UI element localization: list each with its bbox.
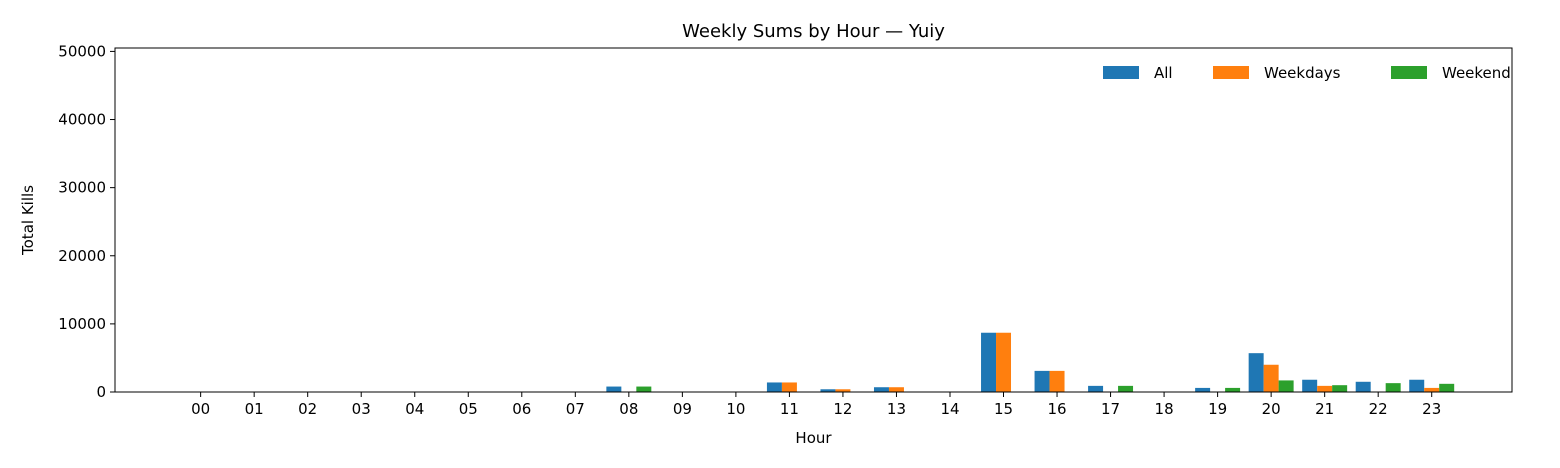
x-tick-label: 19	[1208, 400, 1227, 418]
x-tick-label: 12	[833, 400, 852, 418]
bar-all-11	[766, 382, 782, 392]
bar-all-22	[1355, 381, 1371, 392]
bar-weekend-21	[1332, 385, 1348, 392]
x-tick-label: 08	[619, 400, 638, 418]
x-tick-label: 15	[994, 400, 1013, 418]
bar-weekdays-16	[1049, 370, 1065, 392]
bar-all-17	[1088, 385, 1104, 392]
legend-swatch-weekdays	[1213, 66, 1249, 79]
bar-all-20	[1248, 353, 1264, 392]
y-tick-label: 30000	[58, 179, 106, 197]
bar-weekend-19	[1225, 387, 1241, 392]
x-tick-label: 14	[940, 400, 959, 418]
x-tick-label: 03	[352, 400, 371, 418]
x-tick-label: 20	[1262, 400, 1281, 418]
x-tick-label: 10	[726, 400, 745, 418]
bar-all-16	[1034, 370, 1050, 392]
bar-all-15	[981, 332, 997, 392]
bar-all-23	[1409, 379, 1425, 392]
y-tick-label: 50000	[58, 42, 106, 60]
bar-weekdays-21	[1317, 385, 1333, 392]
x-tick-label: 04	[405, 400, 424, 418]
x-tick-label: 09	[673, 400, 692, 418]
bar-weekdays-12	[835, 389, 851, 392]
x-tick-label: 07	[566, 400, 585, 418]
x-tick-label: 13	[887, 400, 906, 418]
x-tick-label: 01	[245, 400, 264, 418]
x-tick-label: 18	[1155, 400, 1174, 418]
x-tick-label: 02	[298, 400, 317, 418]
x-tick-label: 06	[512, 400, 531, 418]
bar-weekend-20	[1278, 380, 1294, 392]
bar-weekdays-20	[1263, 364, 1279, 392]
bar-all-12	[820, 389, 836, 392]
bar-all-19	[1195, 387, 1211, 392]
legend-swatch-weekend	[1391, 66, 1427, 79]
bar-all-21	[1302, 379, 1318, 392]
y-tick-label: 20000	[58, 247, 106, 265]
x-tick-label: 05	[459, 400, 478, 418]
bar-all-13	[873, 387, 889, 392]
x-axis-label: Hour	[795, 429, 832, 447]
x-tick-label: 23	[1422, 400, 1441, 418]
x-tick-label: 11	[780, 400, 799, 418]
legend-label-weekend: Weekend	[1442, 64, 1511, 82]
bar-weekend-22	[1385, 383, 1401, 392]
legend-label-all: All	[1154, 64, 1173, 82]
bar-weekdays-15	[996, 332, 1012, 392]
bar-all-08	[606, 386, 622, 392]
x-tick-label: 22	[1369, 400, 1388, 418]
bar-weekdays-13	[888, 387, 904, 392]
bar-weekdays-23	[1424, 387, 1440, 392]
x-tick-label: 21	[1315, 400, 1334, 418]
bars-group	[606, 332, 1455, 392]
y-tick-label: 0	[96, 383, 106, 401]
legend: All Weekdays Weekend	[1103, 64, 1511, 82]
bar-weekdays-11	[781, 382, 797, 392]
y-ticks-group: 0 10000 20000 30000 40000 50000	[58, 42, 115, 401]
plot-frame	[114, 47, 1513, 393]
x-tick-label: 00	[191, 400, 210, 418]
bar-weekend-23	[1439, 383, 1455, 392]
legend-label-weekdays: Weekdays	[1264, 64, 1341, 82]
x-tick-label: 17	[1101, 400, 1120, 418]
bar-weekend-08	[636, 386, 652, 392]
y-tick-label: 10000	[58, 315, 106, 333]
chart-title: Weekly Sums by Hour — Yuiy	[682, 21, 945, 42]
y-tick-label: 40000	[58, 111, 106, 129]
x-ticks-group: 00 01 02 03 04 05 06 07 08 09 10 11 12 13 14 15 16 17 18 19…	[191, 392, 1441, 418]
x-tick-label: 16	[1047, 400, 1066, 418]
bar-weekend-17	[1118, 385, 1134, 392]
legend-swatch-all	[1103, 66, 1139, 79]
y-axis-label: Total Kills	[19, 185, 37, 256]
